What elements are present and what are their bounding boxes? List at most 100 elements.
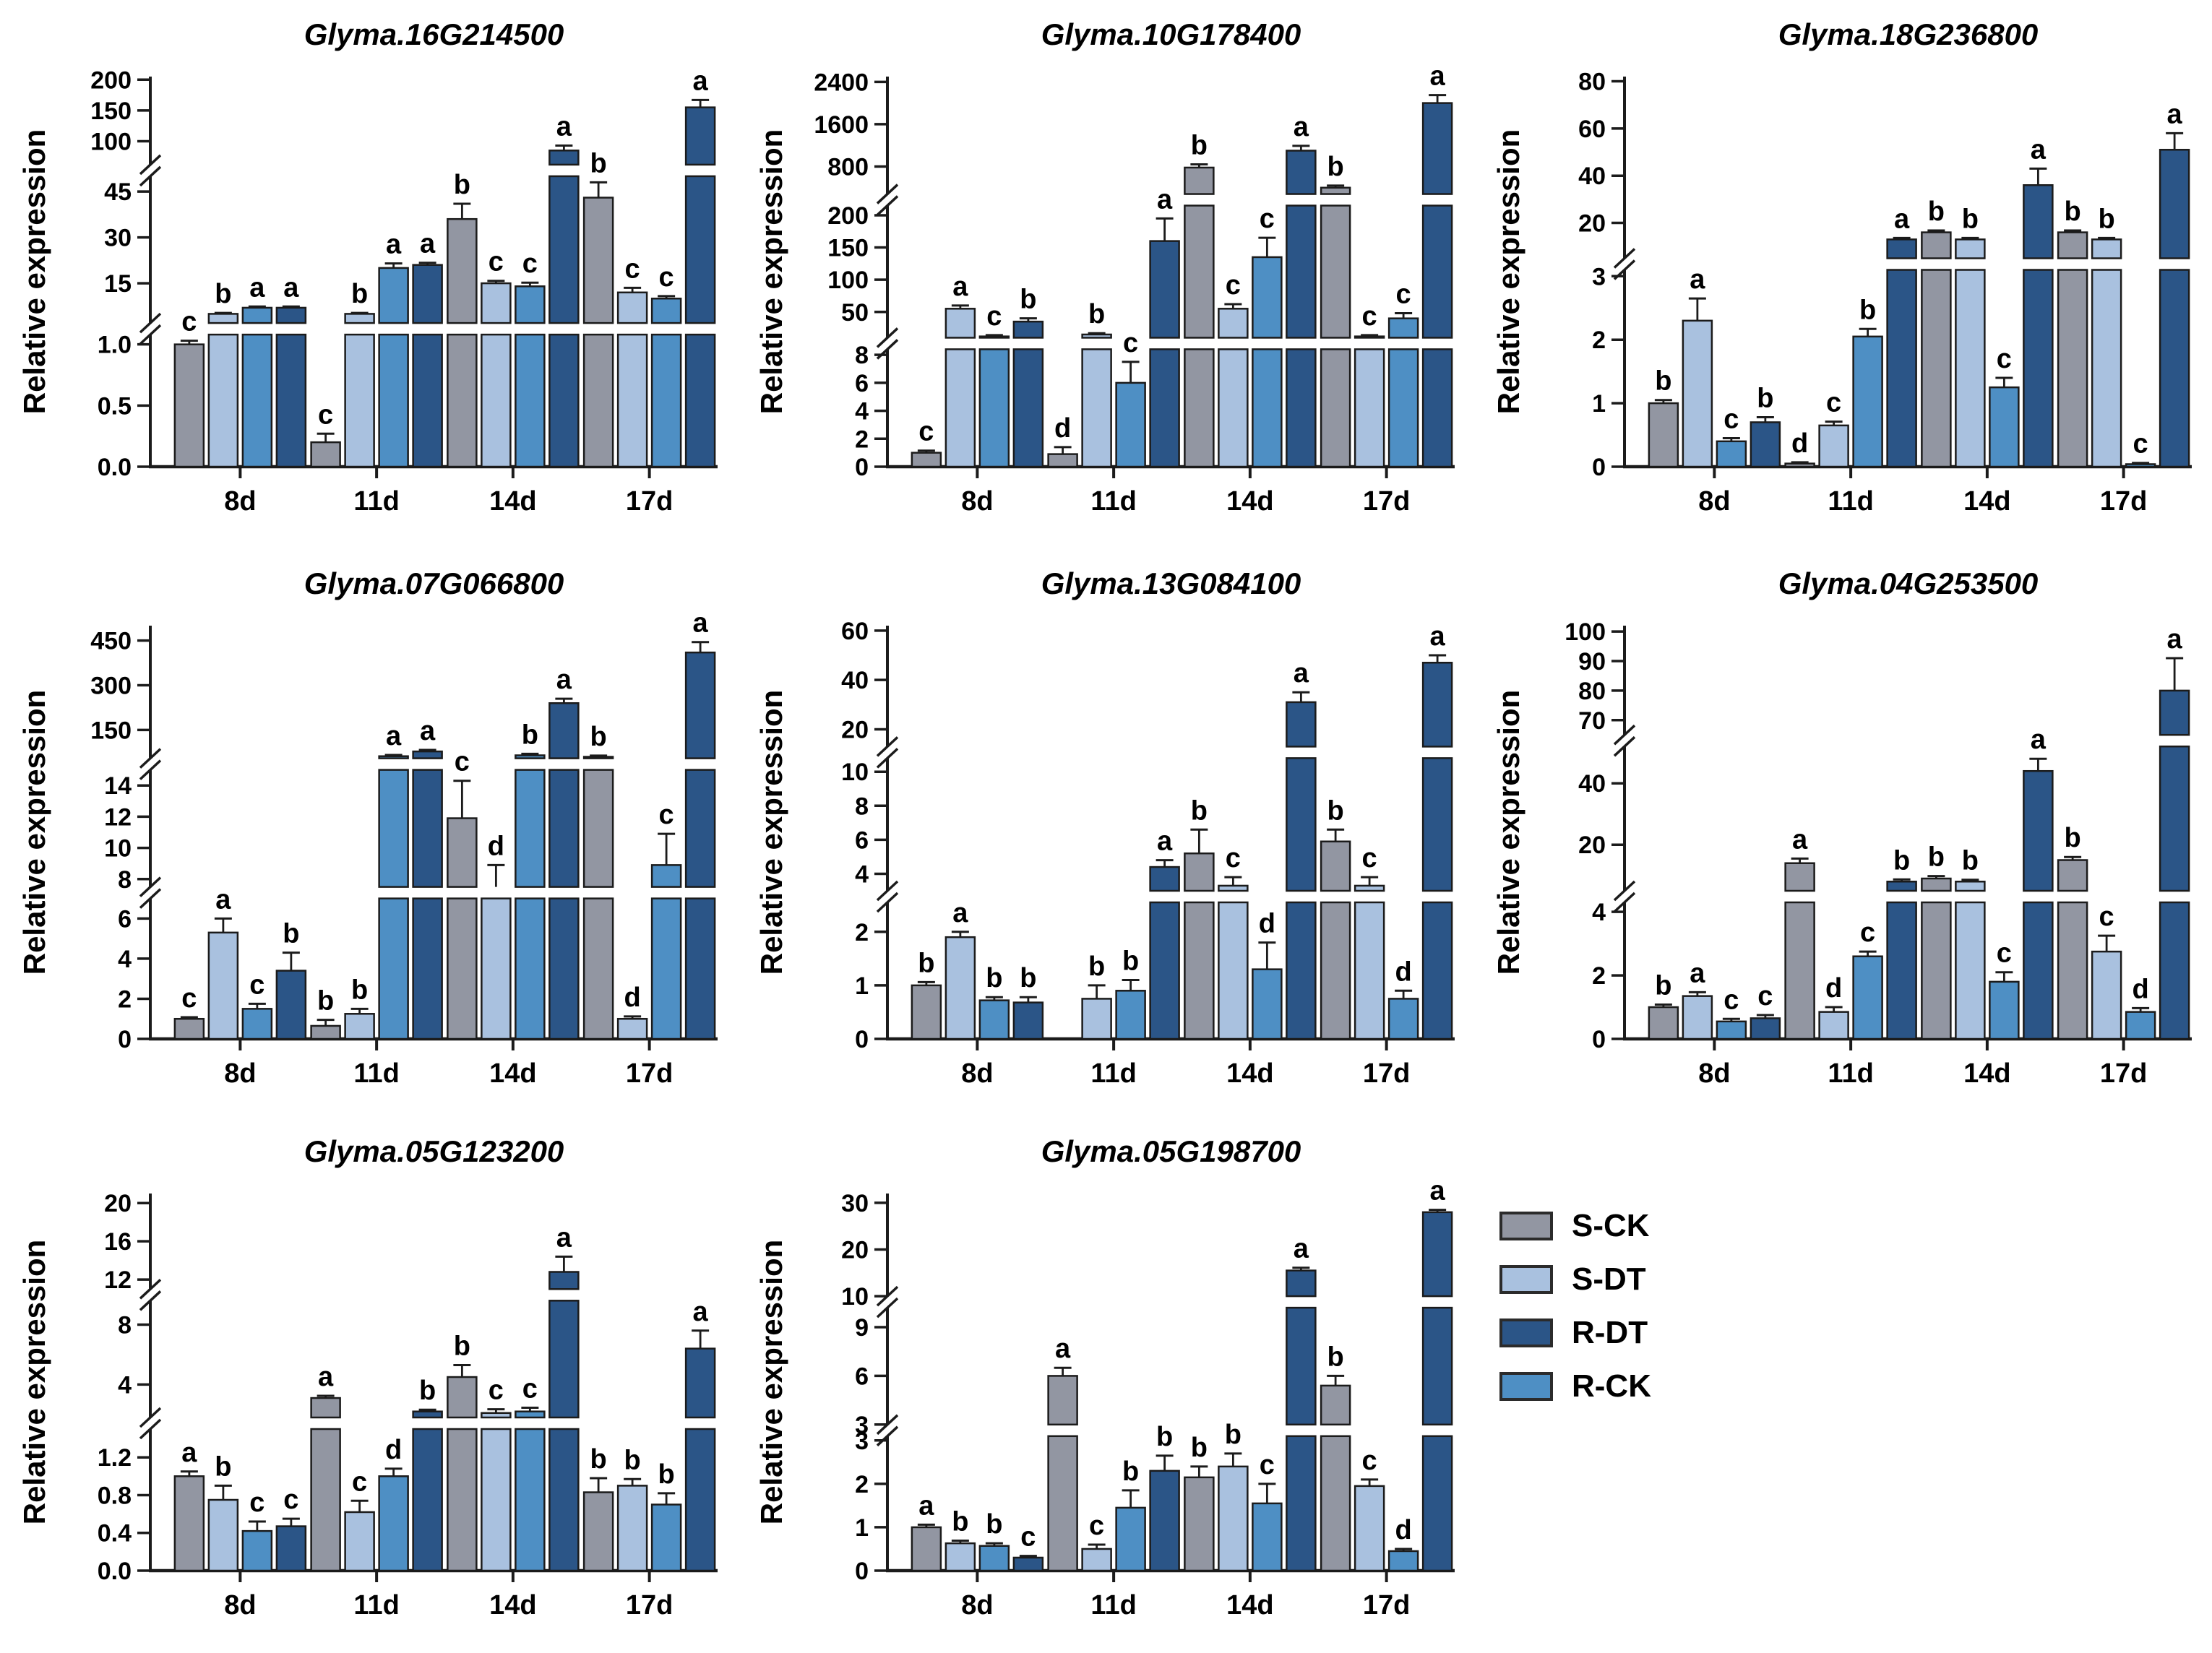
significance-letter: c [1020,1522,1036,1553]
axis-break-mark [876,1425,899,1447]
bar-r-ck-11d [378,1475,409,1572]
y-tick-label: 40 [1578,163,1606,190]
bar-r-dt-14d [2023,901,2054,1040]
significance-letter: c [659,800,674,830]
significance-letter: b [1655,366,1671,397]
y-tick-label: 60 [1578,116,1606,143]
bar-s-ck-8d [173,1475,205,1572]
significance-letter: b [1655,971,1671,1001]
significance-letter: b [1327,1342,1344,1372]
bar-r-dt-14d [1286,204,1317,339]
significance-letter: c [986,301,1002,332]
significance-letter: b [1893,845,1910,876]
significance-letter: a [1055,1334,1071,1364]
bar-s-ck-11d [1784,462,1815,468]
bar-s-dt-14d [1218,884,1249,892]
bar-r-dt-17d [1421,757,1453,892]
chart-canvas: Glyma.18G236800 Relative expression 0 1 2 3 20… [1492,17,2192,517]
bar-s-dt-8d [207,333,239,468]
bar-s-ck-14d [1184,204,1215,339]
bar-s-ck-17d [1320,204,1351,339]
bar-r-ck-17d [1387,348,1419,468]
bar-s-ck-17d [582,333,614,468]
significance-letter: d [1259,909,1275,939]
chart-canvas: Glyma.13G084100 Relative expression 0 1 2 4 6 8… [754,566,1455,1089]
bar-r-ck-11d [1115,1506,1146,1572]
significance-letter: b [986,963,1002,993]
chart-title: Glyma.16G214500 [304,17,564,51]
y-tick-label: 1 [855,1514,869,1542]
bar-r-ck-8d [241,1529,273,1572]
y-tick-label: 150 [827,235,869,262]
bar-s-dt-14d [1218,308,1249,339]
bar-r-dt-14d [1286,901,1317,1040]
bar-s-dt-14d [481,1428,512,1572]
bar-s-ck-8d [1648,1006,1679,1040]
y-axis-label: Relative expression [17,1240,51,1525]
bar-r-ck-17d [650,1503,682,1572]
y-tick-label: 20 [841,1237,869,1264]
significance-letter: a [1294,112,1309,142]
bar-s-dt-8d [1682,319,1713,468]
legend-item-s-ck: S-CK [1499,1208,1651,1244]
y-tick-label: 0 [118,1026,132,1053]
y-tick-label: 3 [855,1412,869,1439]
bar-s-dt-17d [2091,269,2122,468]
x-tick-label: 17d [626,486,673,517]
bar-r-ck-14d [515,897,546,1040]
significance-letter: a [249,272,265,303]
bar-r-dt-8d [275,1525,307,1572]
x-tick-label: 14d [1963,486,2010,517]
bar-r-dt-8d [1012,348,1044,468]
significance-letter: b [454,170,470,200]
legend-item-s-dt: S-DT [1499,1261,1651,1298]
y-tick-label: 2 [855,1471,869,1498]
bar-s-ck-11d [1047,1375,1078,1426]
bar-s-ck-11d [1784,862,1815,892]
significance-letter: a [693,1297,709,1327]
bar-r-dt-14d [548,702,580,759]
y-tick-label: 9 [855,1314,869,1342]
bar-s-dt-11d [344,1511,375,1572]
bar-s-ck-8d [173,343,205,468]
bar-s-ck-11d [310,441,341,468]
bar-s-dt-17d [616,333,648,468]
bar-s-ck-14d [1921,269,1952,468]
chart-title: Glyma.18G236800 [1778,17,2039,51]
bar-s-dt-11d [344,333,375,468]
significance-letter: c [1260,1450,1275,1480]
bar-s-dt-11d [1081,998,1112,1040]
y-axis-label: Relative expression [17,690,51,975]
y-tick-label: 2 [118,985,132,1013]
bar-s-dt-17d [1354,901,1385,1040]
y-tick-label: 45 [104,178,132,206]
bar-s-ck-17d [582,197,614,324]
bar-s-ck-14d [1184,166,1215,195]
bar-r-dt-17d [684,897,716,1040]
significance-letter: c [522,249,538,279]
significance-letter: c [1723,985,1739,1015]
y-tick-label: 40 [841,667,869,694]
y-axis-label: Relative expression [1492,129,1525,415]
axis-break-mark [876,748,899,769]
bar-r-dt-17d [1421,661,1453,748]
x-tick-label: 14d [1963,1058,2010,1089]
significance-letter: b [1088,299,1105,329]
significance-letter: b [1156,1422,1173,1452]
y-tick-label: 1.0 [98,332,132,359]
significance-letter: d [385,1435,402,1465]
bar-s-dt-14d [481,333,512,468]
y-tick-label: 50 [841,299,869,327]
bar-r-dt-14d [548,175,580,324]
x-tick-label: 8d [224,1058,256,1089]
bar-s-ck-14d [1921,901,1952,1040]
significance-letter: b [658,1459,675,1490]
legend-swatch-r-ck [1499,1372,1553,1401]
bar-r-dt-17d [684,106,716,166]
y-tick-label: 30 [841,1190,869,1217]
bar-r-dt-17d [1421,204,1453,339]
x-tick-label: 8d [961,1058,993,1089]
significance-letter: d [1791,428,1808,459]
x-tick-label: 14d [1226,1590,1273,1620]
bar-s-dt-8d [1682,995,1713,1040]
